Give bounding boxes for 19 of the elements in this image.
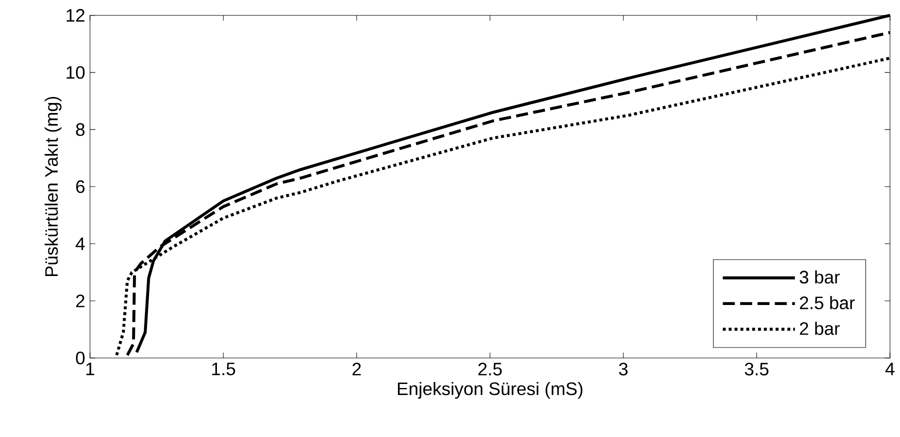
y-tick-label: 6 [76, 180, 85, 194]
x-tick-label: 1 [86, 362, 94, 376]
x-axis-title: Enjeksiyon Süresi (mS) [398, 382, 582, 399]
x-tick-label: 2.5 [478, 362, 502, 376]
x-tick-label: 1.5 [212, 362, 236, 376]
y-tick-label: 10 [66, 66, 85, 79]
x-tick-label: 3.5 [744, 362, 768, 376]
x-tick-label: 4 [885, 362, 894, 376]
x-tick-label: 3 [619, 362, 628, 376]
y-tick-label: 12 [66, 9, 84, 22]
y-tick-label: 2 [76, 294, 84, 308]
legend-label: 2 bar [800, 322, 840, 335]
y-axis-title: Püskürtülen Yakıt (mg) [44, 96, 62, 276]
y-tick-label: 8 [76, 123, 85, 136]
y-tick-label: 0 [76, 352, 85, 364]
legend-label: 3 bar [800, 270, 840, 284]
x-tick-label: 2 [352, 362, 361, 376]
y-tick-label: 4 [76, 238, 85, 250]
legend-label: 2.5 bar [800, 296, 855, 310]
